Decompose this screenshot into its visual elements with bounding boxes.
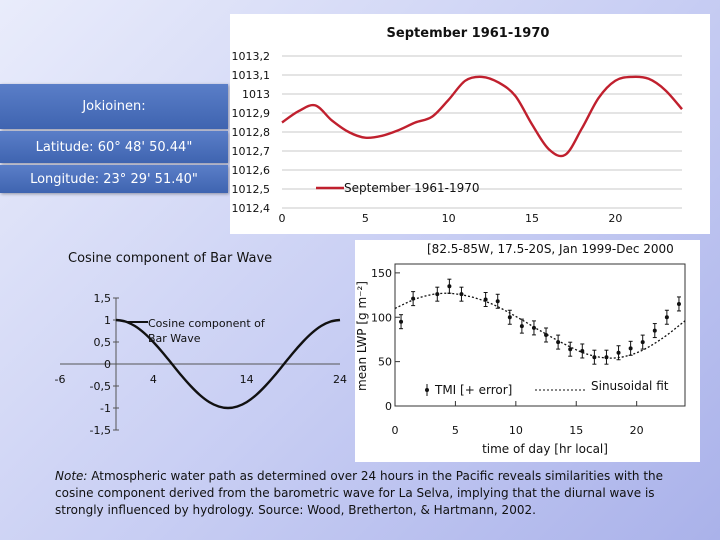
cosine-y-tick-label: 0,5 <box>94 336 112 349</box>
location-label: Jokioinen: <box>82 99 146 114</box>
lwp-data-point <box>676 296 681 312</box>
cosine-y-tick-label: -1 <box>100 402 111 415</box>
cosine-x-tick-label: 14 <box>240 373 254 386</box>
pressure-chart-background <box>230 14 710 234</box>
lwp-y-axis-label: mean LWP [g m⁻²] <box>355 281 369 391</box>
lwp-chart-title: [82.5-85W, 17.5-20S, Jan 1999-Dec 2000 <box>427 242 674 256</box>
cosine-legend-label: Cosine component of Bar Wave <box>148 317 268 345</box>
lwp-data-point <box>568 341 573 357</box>
cosine-y-tick-label: 1,5 <box>94 292 112 305</box>
lwp-data-point <box>616 345 621 361</box>
lwp-data-point <box>459 286 464 302</box>
lwp-data-point <box>556 334 561 350</box>
cosine-x-tick-label: 24 <box>333 373 347 386</box>
pressure-y-tick-label: 1012,4 <box>232 202 271 215</box>
lwp-data-point <box>604 349 609 365</box>
lwp-data-point <box>447 278 452 294</box>
pressure-chart-title: September 1961-1970 <box>387 26 550 41</box>
lwp-chart-background <box>355 240 700 462</box>
lwp-y-tick-label: 150 <box>371 267 392 280</box>
lwp-data-point <box>507 309 512 325</box>
lwp-data-point <box>519 318 524 334</box>
lwp-x-tick-label: 5 <box>452 424 459 437</box>
lwp-plot-frame <box>394 263 686 407</box>
pressure-y-tick-label: 1013,1 <box>232 69 271 82</box>
pressure-y-tick-label: 1012,9 <box>232 107 271 120</box>
lwp-data-point <box>640 334 645 350</box>
pressure-y-tick-label: 1012,8 <box>232 126 271 139</box>
cosine-x-tick-label: 4 <box>150 373 157 386</box>
lwp-data-point <box>411 291 416 307</box>
lwp-x-axis-label: time of day [hr local] <box>482 442 608 456</box>
pressure-x-tick-label: 15 <box>525 212 539 225</box>
lwp-x-tick-label: 20 <box>630 424 644 437</box>
cosine-y-tick-label: -0,5 <box>90 380 111 393</box>
pressure-y-tick-label: 1013 <box>242 88 270 101</box>
location-label-box: Jokioinen: <box>0 84 228 129</box>
lwp-data-point <box>628 340 633 356</box>
pressure-x-tick-label: 10 <box>442 212 456 225</box>
cosine-y-tick-label: 1 <box>104 314 111 327</box>
lwp-x-tick-label: 0 <box>392 424 399 437</box>
pressure-y-tick-label: 1012,7 <box>232 145 271 158</box>
lwp-data-point <box>544 327 549 343</box>
lwp-y-tick-label: 0 <box>385 400 392 413</box>
cosine-y-tick-label: 0 <box>104 358 111 371</box>
lwp-legend-fit: Sinusoidal fit <box>591 379 669 393</box>
cosine-chart: 1,5 1 0,5 0 -0,5 -1 -1,5 -6 4 14 24 Cosine compon… <box>55 292 347 437</box>
note-prefix: Note: <box>55 469 88 483</box>
lwp-data-point <box>580 343 585 359</box>
pressure-y-tick-label: 1012,6 <box>232 164 271 177</box>
cosine-x-tick-label: -6 <box>55 373 66 386</box>
lwp-legend: TMI [+ error] Sinusoidal fit <box>425 379 669 397</box>
longitude-label: Longitude: 23° 29' 51.40" <box>30 171 198 187</box>
lwp-data-point <box>399 314 404 330</box>
lwp-data-point <box>664 309 669 325</box>
lwp-data-point <box>652 323 657 339</box>
lwp-sinusoidal-fit-line <box>394 292 686 359</box>
pressure-y-tick-label: 1012,5 <box>232 183 271 196</box>
pressure-chart: September 1961-1970 1013,2 1013,1 1013 1012… <box>230 14 710 234</box>
lwp-data-point <box>531 320 536 336</box>
note-paragraph: Note: Atmospheric water path as determin… <box>55 468 695 519</box>
pressure-x-tick-label: 5 <box>362 212 369 225</box>
note-text: Atmospheric water path as determined ove… <box>55 469 664 517</box>
cosine-y-tick-label: -1,5 <box>90 424 111 437</box>
lwp-data-point <box>435 286 440 302</box>
lwp-x-tick-label: 15 <box>569 424 583 437</box>
lwp-chart: [82.5-85W, 17.5-20S, Jan 1999-Dec 2000 1… <box>355 240 700 462</box>
lwp-legend-tmi: TMI [+ error] <box>434 383 512 397</box>
cosine-chart-title: Cosine component of Bar Wave <box>68 251 273 266</box>
lwp-data-point <box>495 293 500 309</box>
lwp-data-point <box>592 349 597 365</box>
pressure-x-tick-label: 20 <box>608 212 622 225</box>
pressure-legend-label: September 1961-1970 <box>344 181 480 195</box>
lwp-y-tick-label: 50 <box>378 356 392 369</box>
lwp-data-point <box>483 292 488 307</box>
pressure-y-tick-label: 1013,2 <box>232 50 271 63</box>
lwp-x-tick-label: 10 <box>509 424 523 437</box>
lwp-y-tick-label: 100 <box>371 311 392 324</box>
latitude-box: Latitude: 60° 48' 50.44" <box>0 131 228 163</box>
latitude-label: Latitude: 60° 48' 50.44" <box>35 139 193 155</box>
cosine-series-line <box>115 318 341 410</box>
longitude-box: Longitude: 23° 29' 51.40" <box>0 165 228 193</box>
pressure-x-tick-label: 0 <box>279 212 286 225</box>
pressure-series-line <box>281 75 683 158</box>
